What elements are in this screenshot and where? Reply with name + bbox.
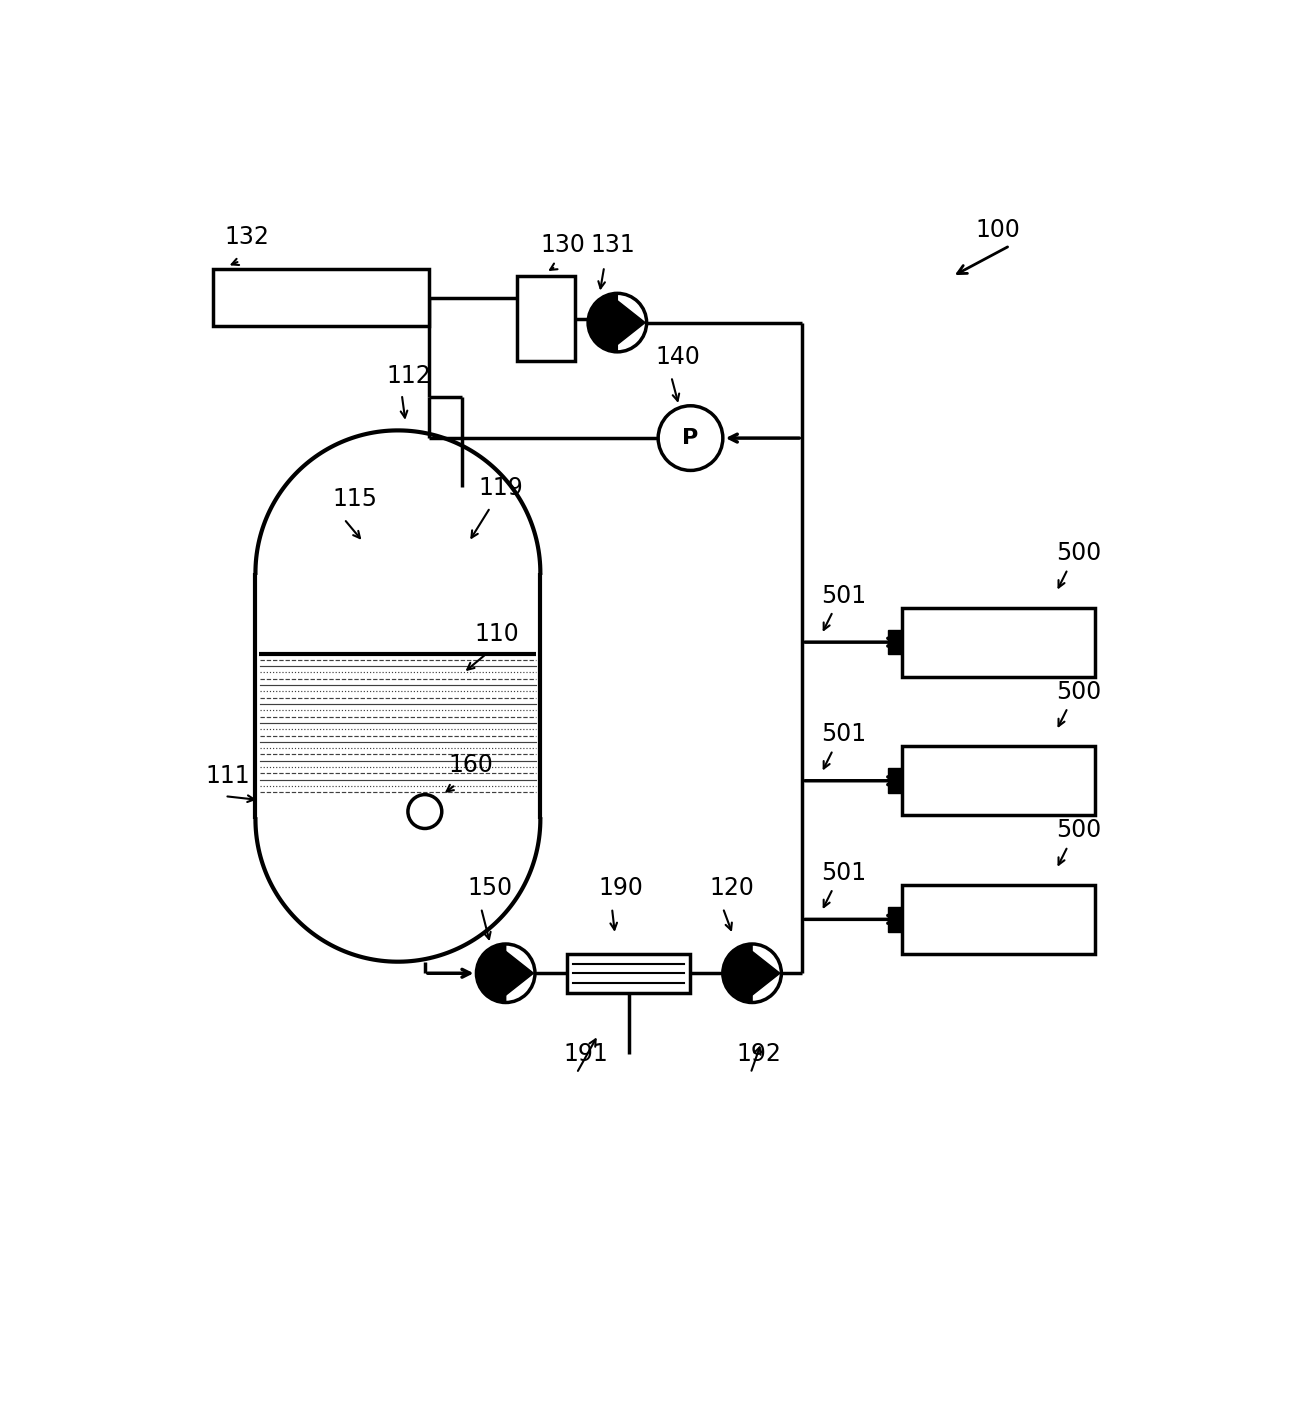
Polygon shape bbox=[505, 951, 534, 995]
Bar bbox=[902, 607, 1094, 677]
Polygon shape bbox=[476, 944, 505, 1003]
Circle shape bbox=[723, 944, 781, 1003]
Text: 500: 500 bbox=[1056, 680, 1101, 704]
Text: P: P bbox=[682, 429, 699, 448]
Circle shape bbox=[476, 944, 535, 1003]
Polygon shape bbox=[723, 944, 753, 1003]
Bar bbox=[567, 954, 691, 992]
Circle shape bbox=[588, 294, 647, 351]
Bar bbox=[213, 268, 428, 326]
Bar bbox=[902, 746, 1094, 815]
Text: 190: 190 bbox=[598, 877, 643, 901]
Text: 112: 112 bbox=[386, 364, 431, 388]
Text: 192: 192 bbox=[737, 1041, 781, 1065]
Bar bbox=[889, 908, 902, 932]
Text: 501: 501 bbox=[822, 861, 867, 885]
Text: 501: 501 bbox=[822, 583, 867, 607]
Text: 132: 132 bbox=[225, 225, 270, 250]
Text: 119: 119 bbox=[479, 476, 524, 500]
Text: 501: 501 bbox=[822, 722, 867, 746]
Text: 111: 111 bbox=[206, 764, 250, 788]
Text: 500: 500 bbox=[1056, 818, 1101, 843]
Text: 120: 120 bbox=[709, 877, 754, 901]
Circle shape bbox=[658, 406, 723, 471]
Text: 115: 115 bbox=[332, 488, 377, 511]
Bar bbox=[517, 277, 575, 361]
Polygon shape bbox=[588, 294, 618, 351]
Text: 191: 191 bbox=[563, 1041, 609, 1065]
Text: 100: 100 bbox=[975, 218, 1020, 242]
Bar bbox=[889, 629, 902, 655]
Text: 110: 110 bbox=[475, 622, 520, 646]
Polygon shape bbox=[753, 951, 780, 995]
Bar bbox=[902, 885, 1094, 954]
Text: 130: 130 bbox=[541, 233, 585, 257]
Text: 140: 140 bbox=[656, 344, 700, 368]
Text: 160: 160 bbox=[448, 753, 492, 777]
Circle shape bbox=[408, 795, 441, 829]
Text: 500: 500 bbox=[1056, 541, 1101, 565]
Polygon shape bbox=[618, 301, 645, 344]
Bar bbox=[889, 769, 902, 792]
Text: 131: 131 bbox=[590, 233, 635, 257]
Text: 150: 150 bbox=[467, 877, 512, 901]
